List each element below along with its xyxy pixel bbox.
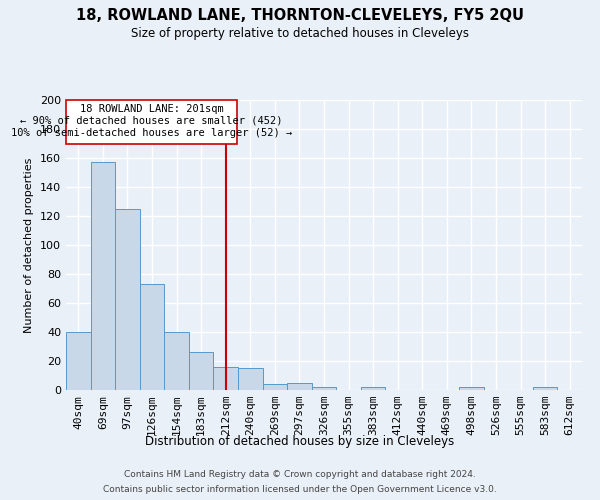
Text: ← 90% of detached houses are smaller (452): ← 90% of detached houses are smaller (45… [20, 116, 283, 126]
Text: Distribution of detached houses by size in Cleveleys: Distribution of detached houses by size … [145, 435, 455, 448]
Text: Contains public sector information licensed under the Open Government Licence v3: Contains public sector information licen… [103, 485, 497, 494]
FancyBboxPatch shape [66, 100, 237, 144]
Bar [263, 384, 287, 390]
Bar [66, 332, 91, 390]
Bar [214, 367, 238, 390]
Bar [533, 387, 557, 390]
Text: 18, ROWLAND LANE, THORNTON-CLEVELEYS, FY5 2QU: 18, ROWLAND LANE, THORNTON-CLEVELEYS, FY… [76, 8, 524, 22]
Bar [312, 387, 336, 390]
Bar [115, 209, 140, 390]
Bar [164, 332, 189, 390]
Bar [189, 352, 214, 390]
Text: 10% of semi-detached houses are larger (52) →: 10% of semi-detached houses are larger (… [11, 128, 292, 138]
Y-axis label: Number of detached properties: Number of detached properties [25, 158, 34, 332]
Bar [361, 387, 385, 390]
Text: Contains HM Land Registry data © Crown copyright and database right 2024.: Contains HM Land Registry data © Crown c… [124, 470, 476, 479]
Bar [238, 368, 263, 390]
Bar [459, 387, 484, 390]
Bar [140, 284, 164, 390]
Text: Size of property relative to detached houses in Cleveleys: Size of property relative to detached ho… [131, 28, 469, 40]
Bar [91, 162, 115, 390]
Bar [287, 383, 312, 390]
Text: 18 ROWLAND LANE: 201sqm: 18 ROWLAND LANE: 201sqm [80, 104, 223, 115]
